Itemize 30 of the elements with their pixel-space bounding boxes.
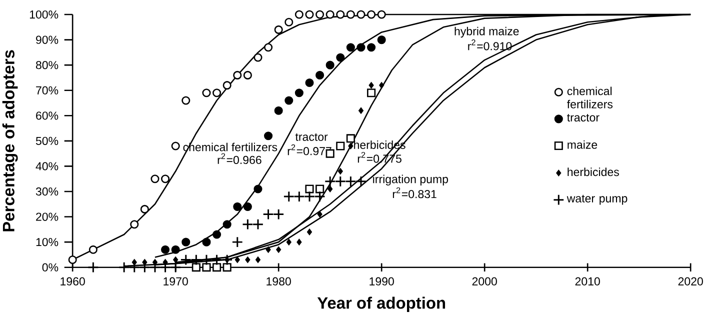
x-tick-label: 2020 xyxy=(678,277,703,286)
x-axis-title: Year of adoption xyxy=(317,296,446,312)
legend-label: maize xyxy=(568,140,598,149)
y-tick-label: 100% xyxy=(30,10,58,18)
legend-label: water pump xyxy=(566,194,628,205)
y-tick-label: 50% xyxy=(36,136,58,145)
x-tick-label: 1970 xyxy=(164,277,188,286)
x-tick-label: 2010 xyxy=(575,277,600,286)
legend-label: tractor xyxy=(567,114,600,122)
y-tick-label: 20% xyxy=(36,212,58,221)
x-tick-label: 1980 xyxy=(266,277,291,286)
y-tick-label: 40% xyxy=(36,162,58,170)
annotation: r$^{2}$=0.966 xyxy=(218,153,262,164)
y-tick-label: 60% xyxy=(36,111,58,120)
annotation: hybrid maize xyxy=(454,26,519,38)
legend-label: herbicides xyxy=(568,168,619,176)
x-tick-label: 1990 xyxy=(370,277,394,286)
x-tick-label: 2000 xyxy=(472,277,497,286)
y-tick-label: 70% xyxy=(36,86,58,94)
y-tick-label: 0% xyxy=(42,263,58,272)
y-axis-title: Percentage of adopters xyxy=(2,50,18,232)
annotation: r$^{2}$=0.831 xyxy=(392,187,436,198)
y-tick-label: 30% xyxy=(36,187,58,196)
y-tick-label: 10% xyxy=(36,238,58,246)
annotation: irrigation pump xyxy=(373,174,448,186)
y-tick-label: 80% xyxy=(36,60,58,70)
x-tick-label: 1960 xyxy=(60,277,85,286)
y-tick-label: 90% xyxy=(36,36,58,44)
annotation: tractor xyxy=(295,133,328,141)
annotation: r$^{2}$=0.910 xyxy=(468,39,512,50)
